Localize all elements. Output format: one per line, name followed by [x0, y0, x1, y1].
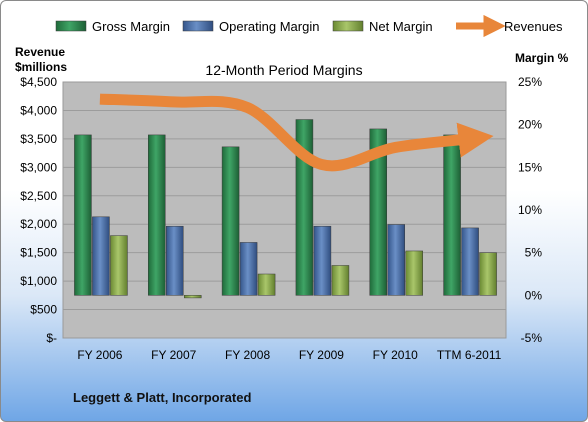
- left-tick-label: $4,500: [20, 75, 57, 89]
- left-axis-title-line1: Revenue: [15, 45, 65, 59]
- chart-title: 12-Month Period Margins: [205, 62, 362, 78]
- left-tick-label: $-: [46, 331, 57, 345]
- right-tick-label: 20%: [518, 118, 542, 132]
- right-tick-label: 5%: [525, 246, 543, 260]
- x-tick-label: FY 2007: [151, 348, 196, 362]
- bar-net: [257, 273, 276, 296]
- bar-gross: [148, 134, 166, 296]
- left-tick-label: $1,000: [20, 274, 57, 288]
- revenues-line: [99, 93, 494, 172]
- x-tick-label: FY 2008: [225, 348, 270, 362]
- left-axis-ticks: $- $500 $1,000 $1,500 $2,000 $2,500 $3,000 $3,5…: [20, 75, 57, 345]
- left-tick-label: $2,000: [20, 217, 57, 231]
- company-name: Leggett & Platt, Incorporated: [73, 390, 252, 405]
- bar-net: [405, 250, 423, 296]
- right-tick-label: -5%: [521, 331, 543, 345]
- right-axis-ticks: -5% 0% 5% 10% 15% 20% 25%: [518, 75, 542, 345]
- bars: [74, 119, 497, 299]
- right-axis-title: Margin %: [515, 51, 569, 65]
- right-tick-label: 0%: [525, 288, 543, 302]
- x-tick-label: FY 2010: [373, 348, 418, 362]
- left-tick-label: $4,000: [20, 103, 57, 117]
- bar-gross: [443, 134, 461, 296]
- legend-swatch-net: [332, 20, 364, 32]
- legend-label: Revenues: [504, 19, 563, 34]
- bar-gross: [369, 128, 387, 296]
- x-tick-label: FY 2006: [77, 348, 122, 362]
- bar-operating: [166, 225, 184, 296]
- bar-net: [110, 235, 128, 296]
- bar-operating: [461, 227, 479, 296]
- x-axis-ticks: FY 2006 FY 2007 FY 2008 FY 2009 FY 2010 TTM 6…: [77, 348, 501, 362]
- legend-swatch-operating: [182, 20, 214, 32]
- left-tick-label: $2,500: [20, 189, 57, 203]
- bar-operating: [92, 216, 110, 296]
- right-tick-label: 15%: [518, 160, 542, 174]
- bar-net: [479, 252, 497, 296]
- x-tick-label: FY 2009: [299, 348, 344, 362]
- bar-net: [331, 265, 350, 296]
- legend-label: Net Margin: [369, 19, 433, 34]
- bar-operating: [239, 242, 258, 296]
- legend-label: Gross Margin: [92, 19, 170, 34]
- bar-operating: [387, 224, 405, 296]
- left-tick-label: $3,500: [20, 132, 57, 146]
- left-axis-title-line2: $millions: [15, 60, 67, 74]
- bar-gross: [221, 146, 240, 296]
- left-tick-label: $1,500: [20, 246, 57, 260]
- plot-area: [62, 81, 507, 339]
- bar-net: [184, 295, 202, 299]
- bar-operating: [313, 225, 332, 296]
- x-tick-label: TTM 6-2011: [437, 348, 502, 362]
- revenue-line-group: [99, 93, 494, 172]
- legend-label: Operating Margin: [219, 19, 319, 34]
- bar-gross: [74, 134, 92, 296]
- right-tick-label: 25%: [518, 75, 542, 89]
- legend: Gross Margin Operating Margin Net Margin Re…: [55, 14, 563, 38]
- legend-swatch-gross: [55, 20, 87, 32]
- left-tick-label: $500: [30, 303, 57, 317]
- right-tick-label: 10%: [518, 203, 542, 217]
- left-tick-label: $3,000: [20, 160, 57, 174]
- gridlines: [63, 109, 506, 311]
